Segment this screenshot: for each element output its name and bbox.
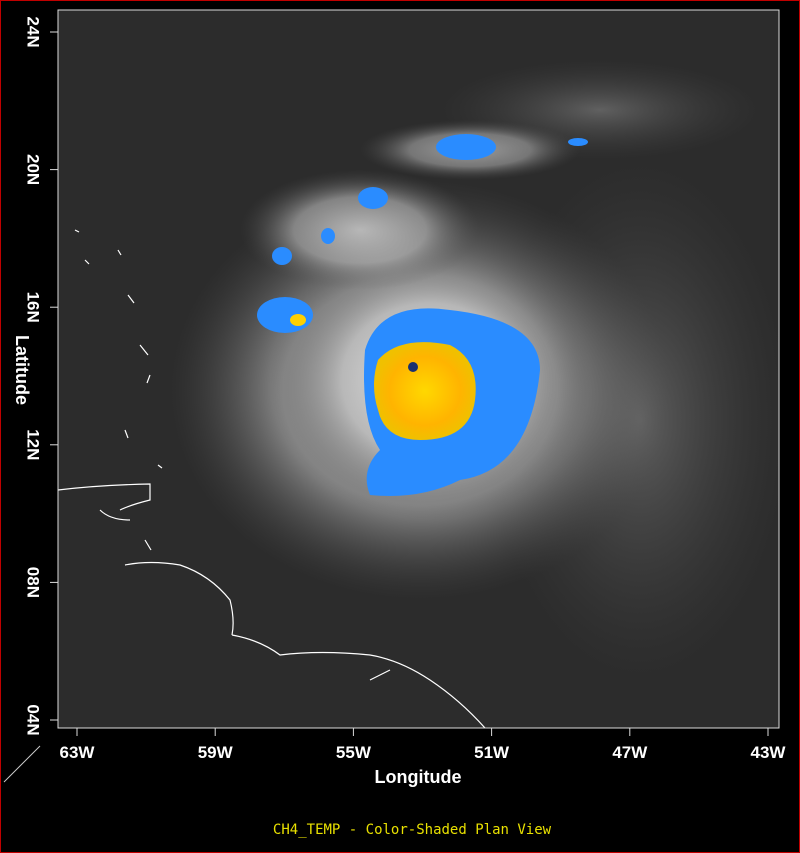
x-tick-label: 55W xyxy=(336,743,372,762)
y-tick-label: 12N xyxy=(24,429,43,460)
satellite-image xyxy=(58,10,779,728)
x-tick-label: 63W xyxy=(60,743,96,762)
map-border xyxy=(57,9,780,729)
corner-line xyxy=(3,745,41,783)
y-tick-label: 24N xyxy=(24,16,43,47)
y-tick-label: 16N xyxy=(24,292,43,323)
ticks: 63W 59W 55W 51W 47W 43W 24N 20N 16N 12N 08N 04N xyxy=(24,16,787,762)
x-tick-label: 47W xyxy=(612,743,648,762)
y-tick-label: 04N xyxy=(24,704,43,735)
y-axis-label: Latitude xyxy=(12,335,32,405)
y-tick-label: 20N xyxy=(24,154,43,185)
x-tick-label: 51W xyxy=(474,743,510,762)
x-tick-label: 43W xyxy=(751,743,787,762)
y-tick-label: 08N xyxy=(24,567,43,598)
caption: CH4_TEMP - Color-Shaded Plan View xyxy=(273,822,552,838)
x-axis-label: Longitude xyxy=(375,767,462,787)
x-tick-label: 59W xyxy=(198,743,234,762)
